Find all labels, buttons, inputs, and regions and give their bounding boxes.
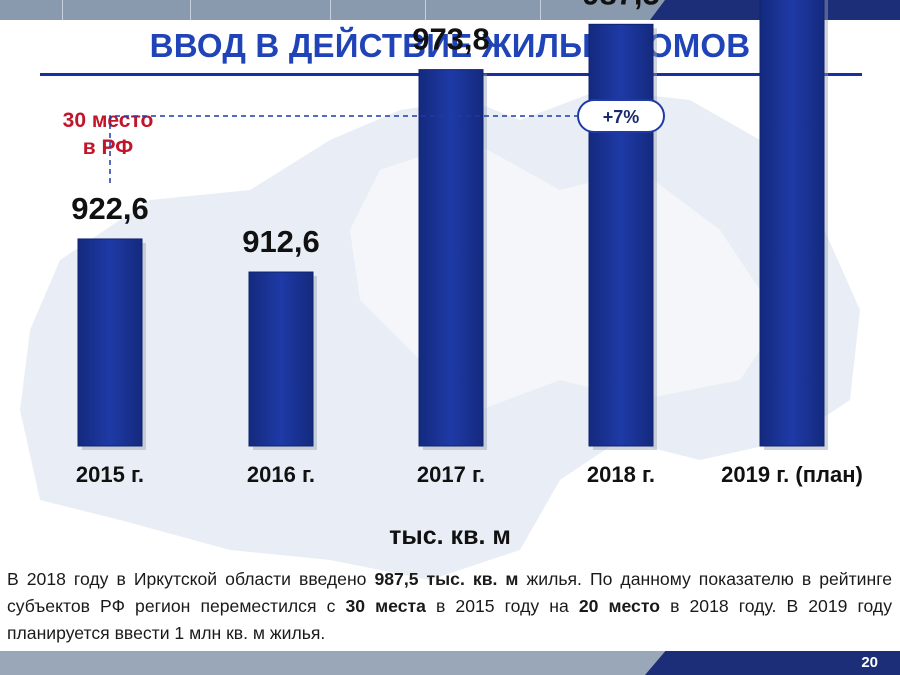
category-label: 2017 г. [417, 462, 485, 487]
bar-value-label: 922,6 [71, 191, 149, 226]
description-highlight: 30 места [345, 596, 426, 616]
change-arrow-head [617, 150, 625, 157]
bottom-decor-bar: 20 [0, 651, 900, 675]
rank-annotation: 30 место [63, 109, 154, 132]
bar [759, 0, 825, 447]
description-run: в 2015 году на [425, 596, 579, 616]
change-badge-label: +7% [603, 107, 640, 127]
category-label: 2018 г. [587, 462, 655, 487]
bar-value-label: 912,6 [242, 224, 320, 259]
description-run: жилья. По данному показателю в рейтинге … [7, 569, 893, 616]
bar [248, 271, 314, 447]
bar [588, 23, 654, 447]
bar [418, 69, 484, 447]
category-label: 2019 г. (план) [721, 462, 863, 487]
bar-value-label: 987,5 [582, 0, 660, 11]
bar-value-label: 973,8 [412, 22, 490, 57]
page-number: 20 [861, 654, 878, 671]
category-label: 2015 г. [76, 462, 144, 487]
bar [77, 238, 143, 447]
change-badge [577, 99, 665, 133]
description-text: В 2018 году в Иркутской области введено … [7, 566, 892, 647]
description-run: В 2018 году в Иркутской области введено [7, 569, 375, 589]
description-run: в 2018 году. В 2019 году планируется вве… [7, 596, 892, 643]
unit-label: тыс. кв. м [389, 522, 511, 550]
description-highlight: 987,5 тыс. кв. м [374, 569, 519, 589]
category-label: 2016 г. [247, 462, 315, 487]
change-connector [109, 115, 577, 183]
rank-annotation: в РФ [83, 136, 133, 159]
description-highlight: 20 место [578, 596, 660, 616]
bar-chart: 922,6 2015 г. 912,6 2016 г. 973,8 2017 г. 987,… [63, 0, 863, 487]
